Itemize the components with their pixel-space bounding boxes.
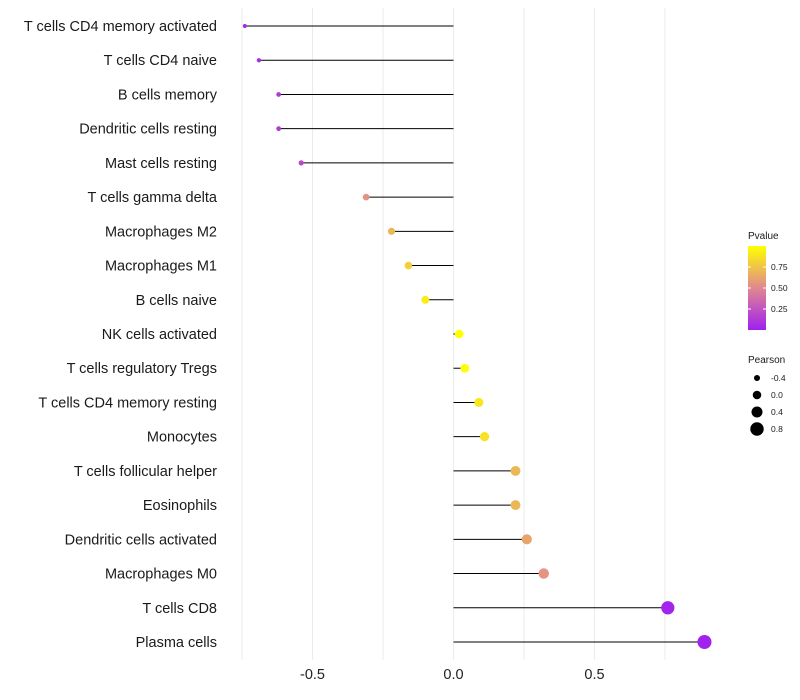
- category-label: T cells CD4 memory resting: [38, 395, 217, 411]
- category-label: Macrophages M1: [105, 259, 217, 275]
- size-legend-point: [750, 422, 764, 436]
- lollipop-point: [276, 126, 282, 132]
- pearson-legend: Pearson -0.4 0.0 0.4 0.8: [748, 355, 786, 436]
- category-label: Dendritic cells activated: [65, 532, 217, 548]
- category-label: T cells CD4 naive: [104, 53, 217, 69]
- x-tick-label: 0.0: [443, 667, 463, 683]
- category-label: T cells regulatory Tregs: [67, 361, 217, 377]
- pvalue-legend: Pvalue 0.25 0.50 0.75: [748, 231, 788, 330]
- lollipop-point: [460, 363, 470, 373]
- lollipop-point: [661, 601, 675, 615]
- category-label: T cells CD8: [142, 601, 217, 617]
- category-label: T cells CD4 memory activated: [24, 19, 217, 35]
- size-legend-label: 0.8: [771, 424, 783, 434]
- category-label: Plasma cells: [136, 635, 217, 651]
- colorbar-tick-label: 0.50: [771, 283, 788, 293]
- lollipop-point: [404, 261, 413, 270]
- lollipop-point: [276, 92, 282, 97]
- category-label: B cells naive: [136, 293, 217, 309]
- lollipop-point: [362, 193, 370, 201]
- stems: [244, 25, 705, 643]
- size-legend-point: [752, 390, 762, 400]
- lollipop-point: [454, 329, 464, 339]
- x-tick-label: 0.5: [584, 667, 604, 683]
- lollipop-point: [387, 227, 396, 235]
- pvalue-legend-title: Pvalue: [748, 231, 779, 242]
- size-legend-point: [753, 374, 761, 382]
- category-label: T cells follicular helper: [74, 464, 217, 480]
- lollipop-point: [479, 432, 490, 442]
- category-labels: T cells CD4 memory activated T cells CD4 …: [24, 19, 218, 651]
- colorbar-tick-label: 0.75: [771, 262, 788, 272]
- category-label: NK cells activated: [102, 327, 217, 343]
- pvalue-colorbar: [748, 246, 766, 330]
- x-axis-ticks: -0.5 0.0 0.5: [300, 667, 605, 683]
- lollipop-point: [298, 160, 304, 166]
- size-legend-label: 0.4: [771, 407, 783, 417]
- category-label: B cells memory: [118, 87, 218, 103]
- lollipop-point: [697, 635, 712, 649]
- pearson-legend-items: -0.4 0.0 0.4 0.8: [750, 373, 786, 436]
- size-legend-point: [751, 406, 763, 418]
- lollipop-point: [474, 397, 484, 407]
- lollipop-point: [421, 295, 430, 304]
- lollipop-point: [538, 568, 549, 579]
- grid: [241, 8, 666, 660]
- size-legend-label: -0.4: [771, 373, 786, 383]
- x-tick-label: -0.5: [300, 667, 325, 683]
- points: [242, 24, 712, 649]
- category-label: Dendritic cells resting: [79, 122, 217, 138]
- pearson-legend-title: Pearson: [748, 355, 785, 366]
- lollipop-point: [510, 465, 521, 476]
- category-label: Macrophages M2: [105, 224, 217, 240]
- size-legend-label: 0.0: [771, 390, 783, 400]
- lollipop-point: [521, 534, 532, 545]
- pvalue-legend-ticks: 0.25 0.50 0.75: [748, 262, 788, 314]
- category-label: T cells gamma delta: [88, 190, 218, 206]
- category-label: Eosinophils: [143, 498, 217, 514]
- lollipop-point: [242, 24, 247, 28]
- category-label: Macrophages M0: [105, 567, 217, 583]
- lollipop-point: [510, 500, 521, 511]
- lollipop-point: [256, 58, 262, 63]
- category-label: Mast cells resting: [105, 156, 217, 172]
- colorbar-tick-label: 0.25: [771, 304, 788, 314]
- category-label: Monocytes: [147, 430, 217, 446]
